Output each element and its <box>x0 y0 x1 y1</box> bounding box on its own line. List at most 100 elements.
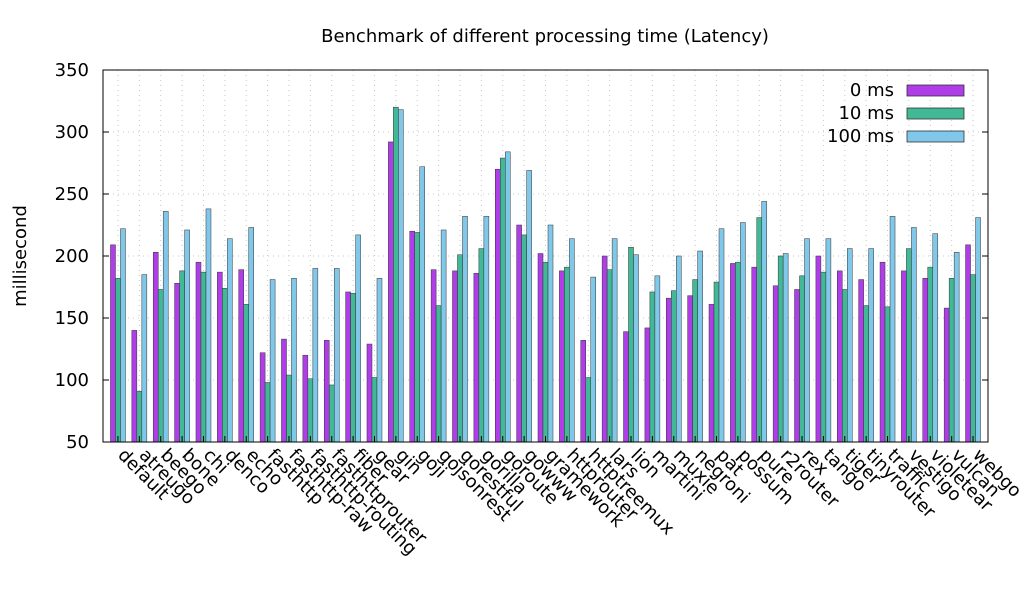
bar-10ms-martini <box>649 291 656 443</box>
bar-100ms-gin <box>398 109 404 443</box>
bar-0ms-httprouter <box>559 270 565 443</box>
bar-0ms-goroute <box>494 168 501 443</box>
bar-0ms-muxie <box>666 297 672 443</box>
bar-10ms-goroute <box>499 157 506 443</box>
bar-100ms-lars <box>611 238 618 443</box>
bar-100ms-vestigo <box>911 227 917 443</box>
bar-0ms-fasthttp-routing <box>302 354 309 443</box>
bar-10ms-gowww <box>521 234 527 443</box>
bar-0ms-tango <box>815 255 822 443</box>
legend-label: 100 ms <box>827 126 894 147</box>
bar-0ms-chi <box>195 261 202 443</box>
bar-100ms-violetear <box>932 233 939 443</box>
bar-10ms-violetear <box>927 266 934 443</box>
bar-10ms-webgo <box>970 274 976 443</box>
bar-100ms-fasthttp-routing <box>312 268 319 443</box>
bar-100ms-goroute <box>504 151 511 443</box>
legend-label: 0 ms <box>850 80 894 101</box>
bar-10ms-fasthttp-raw <box>286 374 292 443</box>
bar-100ms-webgo <box>975 217 981 443</box>
bar-100ms-bone <box>184 229 190 443</box>
y-tick-label: 100 <box>55 370 89 391</box>
bar-100ms-rex <box>804 238 810 443</box>
bar-100ms-lion <box>633 254 639 443</box>
legend-swatch <box>906 130 965 143</box>
bar-10ms-gorilla <box>478 248 485 443</box>
bar-10ms-echo <box>243 304 249 443</box>
bar-10ms-goji <box>414 232 420 443</box>
bar-0ms-negroni <box>687 295 693 443</box>
bar-0ms-traffic <box>879 261 886 443</box>
bar-10ms-muxie <box>671 290 677 443</box>
bar-10ms-beego <box>157 289 164 443</box>
bar-100ms-gojsonrest <box>440 229 447 443</box>
bar-100ms-martini <box>654 275 661 443</box>
bar-0ms-martini <box>644 327 651 443</box>
bar-0ms-vulcan <box>943 307 950 443</box>
bar-10ms-vulcan <box>948 278 955 443</box>
bar-0ms-gojsonrest <box>430 269 437 443</box>
bar-0ms-beego <box>152 252 159 443</box>
bar-100ms-gear <box>376 278 383 443</box>
bar-100ms-gramework <box>547 224 554 443</box>
bar-10ms-r2router <box>777 255 784 443</box>
bar-0ms-atreugo <box>131 330 138 443</box>
bar-100ms-fasthttp <box>269 279 276 443</box>
bar-100ms-r2router <box>782 253 789 443</box>
bar-100ms-possum <box>740 222 746 443</box>
bar-100ms-httprouter <box>569 238 575 443</box>
bar-100ms-pure <box>761 201 768 443</box>
bar-100ms-denco <box>227 238 233 443</box>
bar-10ms-vestigo <box>906 248 912 443</box>
bar-0ms-gear <box>366 343 373 443</box>
bar-100ms-tiger <box>847 248 853 443</box>
legend-label: 10 ms <box>838 103 894 124</box>
bar-0ms-gramework <box>537 253 544 443</box>
bar-10ms-rex <box>799 275 805 443</box>
bar-10ms-tinyrouter <box>863 305 869 443</box>
y-tick-label: 250 <box>55 184 89 205</box>
y-tick-label: 150 <box>55 308 89 329</box>
bar-100ms-fasthttp-raw <box>291 278 297 443</box>
bar-100ms-pat <box>718 228 725 443</box>
y-tick-label: 50 <box>66 432 89 453</box>
bar-100ms-tinyrouter <box>868 248 874 443</box>
bars <box>110 106 981 443</box>
bar-0ms-possum <box>730 263 736 443</box>
bar-0ms-goji <box>409 230 415 443</box>
bar-10ms-httptreemux <box>585 377 592 443</box>
bar-100ms-default <box>120 228 126 443</box>
bar-0ms-gowww <box>516 224 522 443</box>
bar-0ms-denco <box>217 271 223 443</box>
bar-0ms-bone <box>174 283 180 443</box>
y-tick-label: 300 <box>55 122 89 143</box>
legend-swatch <box>906 84 965 97</box>
bar-10ms-gojsonrest <box>435 305 442 443</box>
bar-0ms-fasthttp-raw <box>281 338 287 443</box>
bar-10ms-pat <box>713 281 720 443</box>
bar-10ms-default <box>115 278 121 443</box>
bar-10ms-bone <box>179 270 185 443</box>
bar-0ms-rex <box>794 289 800 443</box>
bar-0ms-vestigo <box>901 270 907 443</box>
bar-100ms-beego <box>162 211 169 443</box>
bar-0ms-fiber <box>345 291 351 443</box>
bar-10ms-tiger <box>842 289 848 443</box>
bar-10ms-pure <box>756 217 763 443</box>
bar-100ms-goji <box>419 166 425 443</box>
bar-10ms-httprouter <box>564 266 570 443</box>
bar-10ms-traffic <box>884 306 891 443</box>
bar-100ms-vulcan <box>953 252 960 443</box>
bar-0ms-pat <box>708 304 715 443</box>
x-ticks: defaultatreugobeegobonechidencoechofasth… <box>113 436 1024 560</box>
bar-0ms-lion <box>623 331 629 443</box>
bar-10ms-chi <box>200 271 207 443</box>
bar-0ms-violetear <box>922 278 929 443</box>
bar-0ms-tinyrouter <box>858 279 864 443</box>
bar-100ms-fasthttprouter <box>333 268 340 443</box>
bar-10ms-gramework <box>542 261 549 443</box>
bar-10ms-gear <box>371 377 378 443</box>
